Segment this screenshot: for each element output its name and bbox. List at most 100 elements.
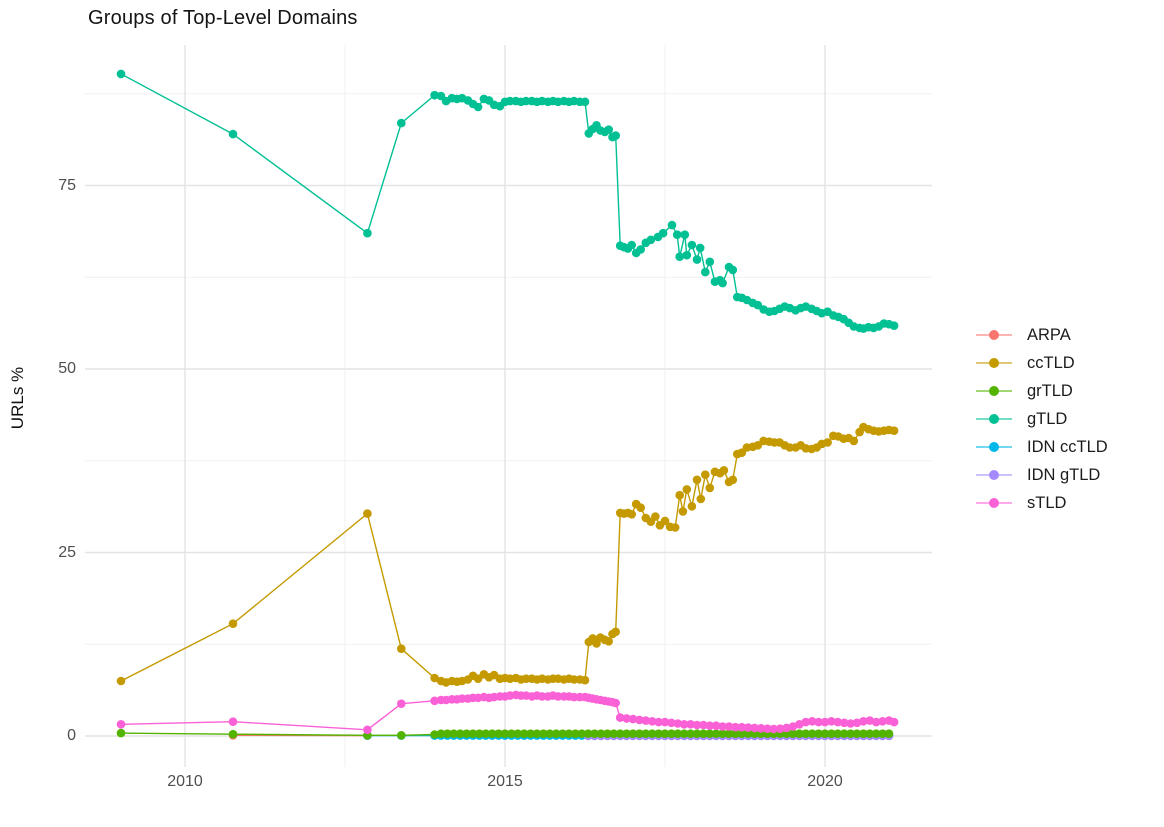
data-point [692,720,702,730]
data-point [660,717,670,727]
data-point [611,131,620,140]
data-point [692,729,702,738]
legend-key-icon [976,357,1012,369]
data-point [596,729,606,738]
data-point [443,729,452,738]
data-point [627,240,636,250]
legend-key-icon [976,441,1012,453]
data-point [878,729,887,738]
legend-item-cctld: ccTLD [976,349,1108,377]
data-point [731,722,740,732]
data-point [539,729,548,738]
data-point [658,228,668,238]
data-point [622,714,631,723]
data-point [116,69,126,79]
legend-label: sTLD [1027,493,1067,512]
legend-item-arpa: ARPA [976,321,1108,349]
data-point [692,255,702,264]
data-point [724,722,734,731]
data-point [116,676,126,686]
series-cctld [116,422,899,687]
data-point [682,250,692,260]
legend: ARPA ccTLD grTLD gTLD IDN ccTLD IDN gTLD sTLD [976,321,1108,517]
data-point [756,724,766,733]
data-point [558,729,567,738]
data-point [731,729,740,738]
data-point [775,724,785,733]
data-point [628,729,638,738]
data-point [737,729,747,738]
data-point [654,717,663,727]
data-point [641,716,651,725]
series-line [120,73,895,330]
data-point [788,729,798,738]
data-point [846,729,855,738]
data-point [494,729,503,738]
data-point [878,717,887,726]
data-point [678,507,688,516]
data-point [859,729,868,738]
data-point [846,719,855,728]
data-point [673,729,683,738]
data-point [769,724,779,734]
legend-item-stld: sTLD [976,489,1108,517]
data-point [500,729,510,738]
data-point [820,717,830,727]
legend-key-dot [989,330,999,340]
data-point [833,729,843,738]
data-point [551,729,561,738]
data-point [430,730,439,739]
legend-item-grtld: grTLD [976,377,1108,405]
data-point [718,722,727,731]
data-point [849,436,859,446]
legend-key-icon [976,385,1012,397]
data-point [827,729,836,738]
data-point [884,729,894,738]
data-point [628,714,638,724]
data-point [363,509,372,518]
data-point [611,698,620,708]
legend-key-icon [976,329,1012,341]
data-point [699,720,708,730]
data-point [627,510,636,519]
data-point [852,729,862,738]
legend-label: ccTLD [1027,353,1075,372]
data-point [675,252,684,261]
chart-title: Groups of Top-Level Domains [88,7,358,29]
data-point [635,715,644,725]
data-point [604,637,613,646]
data-point [750,723,759,733]
data-point [696,494,706,504]
data-point [695,243,705,253]
data-point [667,729,676,738]
data-point [519,729,529,738]
data-point [647,717,657,726]
data-point [116,720,126,729]
data-point [718,278,727,288]
data-point [782,723,791,733]
data-point [820,729,830,738]
legend-key-dot [989,414,999,424]
series-gtld [116,69,899,333]
x-tick-label: 2010 [167,773,203,790]
legend-key-icon [976,413,1012,425]
data-point [807,717,817,726]
series-line [120,694,895,731]
data-point [436,729,446,738]
legend-key-icon [976,497,1012,509]
legend-key-dot [989,498,999,508]
data-point [654,729,663,738]
data-point [449,729,459,738]
data-point [363,725,372,735]
data-point [462,729,471,738]
grid-minor [85,45,932,767]
data-point [814,717,823,727]
data-point [430,673,439,683]
data-point [397,699,406,708]
data-point [611,627,620,637]
data-point [682,485,692,494]
data-point [636,245,645,254]
y-tick-label: 25 [58,543,76,561]
data-point [667,718,676,728]
data-point [679,729,689,738]
